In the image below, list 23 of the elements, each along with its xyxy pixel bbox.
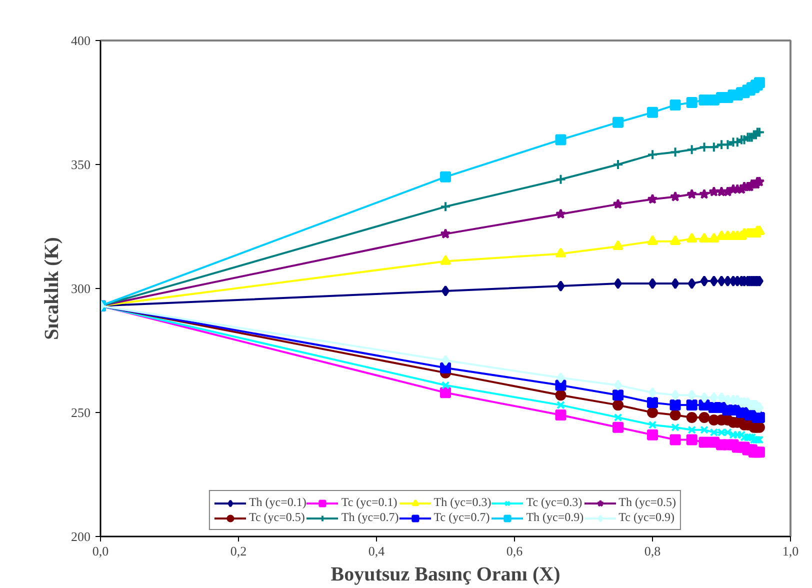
x-tick-label: 0,0 [92, 544, 109, 558]
y-tick-label: 200 [71, 529, 90, 544]
y-tick-label: 300 [71, 281, 90, 296]
y-tick-label: 400 [71, 33, 90, 48]
legend-label: Th (yc=0.9) [526, 510, 584, 525]
y-tick-label: 350 [71, 157, 90, 172]
legend-label: Th (yc=0.7) [341, 510, 399, 525]
x-tick-label: 0,4 [368, 544, 386, 558]
x-tick-label: 0,8 [644, 544, 661, 558]
x-tick-label: 1,0 [782, 544, 799, 558]
legend-label: Tc (yc=0.5) [248, 510, 305, 525]
legend-label: Th (yc=0.3) [434, 495, 492, 510]
legend-label: Tc (yc=0.9) [618, 510, 675, 525]
legend-label: Tc (yc=0.7) [434, 510, 490, 525]
x-tick-label: 0,6 [506, 544, 524, 558]
legend-label: Tc (yc=0.3) [526, 495, 582, 510]
legend-label: Th (yc=0.5) [618, 495, 676, 510]
legend-label: Tc (yc=0.1) [341, 495, 398, 510]
y-tick-label: 250 [71, 405, 90, 420]
x-axis-title: Boyutsuz Basınç Oranı (X) [330, 564, 560, 586]
x-tick-label: 0,2 [230, 544, 247, 558]
legend-label: Th (yc=0.1) [248, 495, 306, 510]
y-axis-title: Sıcaklık (K) [41, 237, 63, 340]
